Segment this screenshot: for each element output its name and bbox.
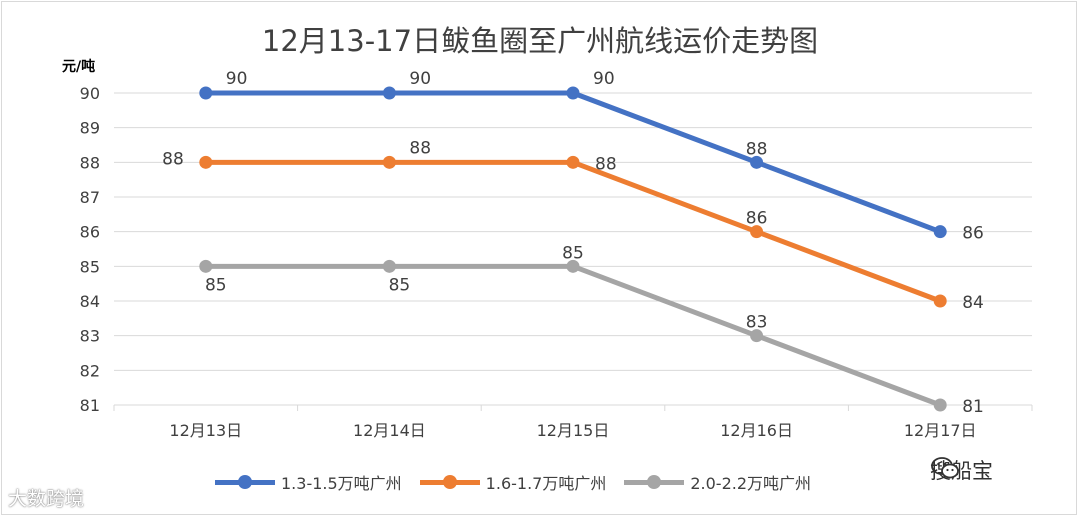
data-point-s2-3 <box>566 155 580 169</box>
legend-swatch-2 <box>419 470 480 494</box>
data-point-s3-4 <box>750 329 764 343</box>
data-label-s2-2: 88 <box>409 138 431 158</box>
legend-swatch-3 <box>624 470 685 494</box>
y-tick-label-81: 81 <box>80 396 100 415</box>
data-point-s1-2 <box>382 86 396 100</box>
legend-swatch-dot <box>238 475 252 489</box>
x-tick-label-2: 12月14日 <box>353 421 426 440</box>
y-axis-unit-label: 元/吨 <box>62 59 96 75</box>
data-label-s1-3: 90 <box>593 69 615 89</box>
data-label-s2-5: 84 <box>962 293 984 313</box>
data-point-s2-4 <box>750 225 764 239</box>
watermark-right: 搜船宝 <box>930 455 993 485</box>
data-label-s2-3: 88 <box>595 154 617 174</box>
data-label-s3-3: 85 <box>562 243 584 263</box>
y-tick-label-87: 87 <box>80 188 100 207</box>
data-point-s3-1 <box>199 259 213 273</box>
wechat-icon <box>931 457 959 479</box>
data-label-s1-2: 90 <box>409 69 431 89</box>
data-label-s1-5: 86 <box>962 224 984 244</box>
legend-item-2: 1.6-1.7万吨广州 <box>419 470 607 494</box>
y-tick-label-82: 82 <box>80 361 100 380</box>
watermark-right-label: 搜船宝 <box>930 459 993 483</box>
y-tick-label-85: 85 <box>80 257 100 276</box>
data-point-s1-1 <box>199 86 213 100</box>
data-point-s3-3 <box>566 259 580 273</box>
data-label-s2-1: 88 <box>162 149 184 169</box>
data-point-s2-2 <box>382 155 396 169</box>
legend-swatch-dot <box>647 475 662 489</box>
x-tick-label-3: 12月15日 <box>537 421 610 440</box>
legend-item-3: 2.0-2.2万吨广州 <box>624 470 811 494</box>
data-point-s2-5 <box>933 294 947 308</box>
y-tick-label-83: 83 <box>80 327 100 346</box>
data-point-s2-1 <box>199 155 213 169</box>
data-label-s1-1: 90 <box>226 69 248 89</box>
chart-title: 12月13-17日鲅鱼圈至广州航线运价走势图 <box>261 24 819 58</box>
data-point-s1-3 <box>566 86 580 100</box>
watermark-left: 大数跨境 <box>8 488 85 510</box>
y-tick-label-86: 86 <box>80 223 100 242</box>
data-label-s3-1: 85 <box>205 275 227 295</box>
y-tick-label-89: 89 <box>80 119 100 138</box>
legend-label-3: 2.0-2.2万吨广州 <box>690 474 812 493</box>
y-tick-label-90: 90 <box>80 84 100 103</box>
data-point-s1-4 <box>750 155 764 169</box>
data-label-s2-4: 86 <box>746 209 768 229</box>
legend-label-1: 1.3-1.5万吨广州 <box>281 474 402 493</box>
data-label-s3-2: 85 <box>389 275 411 295</box>
data-label-s3-4: 83 <box>746 313 768 333</box>
y-tick-label-88: 88 <box>80 153 100 172</box>
x-tick-label-4: 12月16日 <box>720 421 793 440</box>
legend-swatch-dot <box>442 475 457 489</box>
data-label-s1-4: 88 <box>746 139 768 159</box>
data-point-s3-5 <box>933 398 947 412</box>
legend-item-1: 1.3-1.5万吨广州 <box>215 470 402 494</box>
x-tick-label-5: 12月17日 <box>904 421 977 440</box>
legend-swatch-1 <box>215 470 275 494</box>
data-label-s3-5: 81 <box>962 397 984 417</box>
x-tick-label-1: 12月13日 <box>169 421 242 440</box>
y-tick-label-84: 84 <box>80 292 100 311</box>
chart-legend: 1.3-1.5万吨广州 1.6-1.7万吨广州 2.0-2.2万吨广州 <box>215 470 811 494</box>
legend-label-2: 1.6-1.7万吨广州 <box>485 474 607 493</box>
data-point-s3-2 <box>382 259 396 273</box>
data-point-s1-5 <box>933 225 947 239</box>
